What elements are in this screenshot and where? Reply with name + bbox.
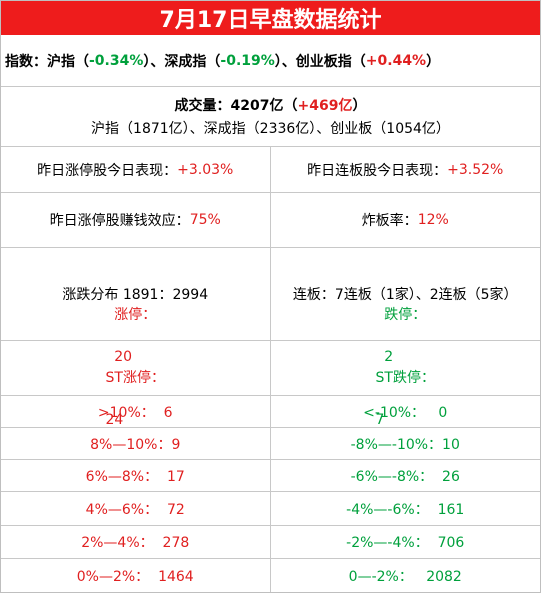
- break-rate: 炸板率： 12%: [271, 193, 541, 247]
- index-summary: 指数：沪指（ -0.34% ）、深成指（ -0.19% ）、创业板指（ +0.44%）: [1, 35, 540, 87]
- sh-index-change: -0.34%: [89, 52, 144, 69]
- cy-index-change: +0.44%: [365, 52, 427, 69]
- profit-effect-label: 昨日涨停股赚钱效应：: [49, 213, 190, 229]
- limit-up-label: 涨停：: [114, 307, 157, 323]
- limit-down-cell: 跌停： 2 ST跌停： 7: [271, 307, 541, 428]
- limit-up-value: 20: [114, 349, 133, 365]
- consecutive-performance-label: 昨日连板股今日表现：: [307, 162, 448, 179]
- consecutive-boards: 连板：7连板（1家）、2连板（5家）: [292, 287, 518, 303]
- up-down-distribution: 涨跌分布 1891：2994: [1, 248, 271, 340]
- range-down: -8%—-10%：10: [350, 436, 460, 453]
- range-up: 6%—8%： 17: [1, 460, 271, 491]
- volume-label: 成交量：4207亿（: [174, 98, 298, 114]
- consecutive-performance: 昨日连板股今日表现： +3.52%: [271, 147, 541, 192]
- index-prefix: 指数：沪指（: [5, 53, 89, 70]
- limit-down-value: 2: [384, 349, 394, 365]
- profit-effect-value: 75%: [189, 212, 221, 228]
- consecutive-performance-value: +3.52%: [447, 161, 504, 178]
- performance-row: 昨日涨停股今日表现： +3.03% 昨日连板股今日表现： +3.52%: [1, 147, 540, 193]
- range-down: -6%—-8%： 26: [350, 468, 460, 485]
- page-title: 7月17日早盘数据统计: [1, 1, 540, 35]
- limit-down-label: 跌停：: [384, 307, 427, 323]
- st-limit-down-label: ST跌停：: [375, 370, 435, 386]
- volume-summary: 成交量：4207亿（+469亿） 沪指（1871亿）、深成指（2336亿）、创业…: [1, 87, 540, 147]
- index-sep2: ）、创业板指（: [274, 53, 366, 70]
- volume-detail: 沪指（1871亿）、深成指（2336亿）、创业板（1054亿）: [91, 121, 450, 137]
- index-suffix: ）: [426, 53, 441, 70]
- limit-down-line: 跌停： 2: [384, 305, 426, 368]
- limit-up-cell: 涨停： 20 ST涨停： 24: [1, 307, 271, 428]
- st-limit-up-value: 24: [105, 412, 124, 428]
- range-row: 4%—6%： 72 -4%—-6%： 161: [1, 492, 540, 526]
- range-row: 8%—10%：9 -8%—-10%：10: [1, 428, 540, 460]
- volume-close: ）: [352, 98, 367, 114]
- sz-index-change: -0.19%: [220, 52, 275, 69]
- range-down: -2%—-4%： 706: [346, 535, 465, 551]
- profit-effect: 昨日涨停股赚钱效应： 75%: [1, 193, 271, 247]
- limit-up-performance-label: 昨日涨停股今日表现：: [37, 162, 178, 179]
- range-down: <-10%： 0: [363, 404, 448, 421]
- range-up: 2%—4%： 278: [1, 526, 271, 558]
- range-row: 0%—2%： 1464 0—-2%： 2082: [1, 559, 540, 592]
- range-row: >10%： 6 <-10%： 0: [1, 396, 540, 428]
- st-limit-up-line: ST涨停： 24: [106, 368, 165, 431]
- distribution-row: 涨跌分布 1891：2994 连板：7连板（1家）、2连板（5家）: [1, 248, 540, 341]
- break-rate-label: 炸板率：: [361, 213, 418, 229]
- effect-row: 昨日涨停股赚钱效应： 75% 炸板率： 12%: [1, 193, 540, 248]
- limits-row: 涨停： 20 ST涨停： 24 跌停： 2 ST跌停： 7: [1, 307, 541, 428]
- index-sep1: ）、深成指（: [143, 53, 221, 70]
- volume-line: 成交量：4207亿（+469亿）: [175, 95, 367, 115]
- range-row: 6%—8%： 17 -6%—-8%： 26: [1, 460, 540, 492]
- st-limit-down-value: 7: [375, 412, 385, 428]
- limit-up-line: 涨停： 20: [114, 305, 156, 368]
- st-limit-up-label: ST涨停：: [105, 370, 165, 386]
- limit-up-performance-value: +3.03%: [177, 161, 234, 178]
- range-up: 0%—2%： 1464: [1, 559, 271, 592]
- limit-up-performance: 昨日涨停股今日表现： +3.03%: [1, 147, 271, 192]
- volume-change: +469亿: [297, 98, 353, 114]
- range-up: 8%—10%：9: [1, 428, 271, 459]
- range-down: 0—-2%： 2082: [348, 568, 462, 585]
- range-up: >10%： 6: [1, 396, 271, 427]
- range-up: 4%—6%： 72: [1, 492, 271, 525]
- range-row: 2%—4%： 278 -2%—-4%： 706: [1, 526, 540, 559]
- st-limit-down-line: ST跌停： 7: [376, 368, 435, 431]
- break-rate-value: 12%: [417, 212, 449, 228]
- range-down: -4%—-6%： 161: [346, 501, 465, 518]
